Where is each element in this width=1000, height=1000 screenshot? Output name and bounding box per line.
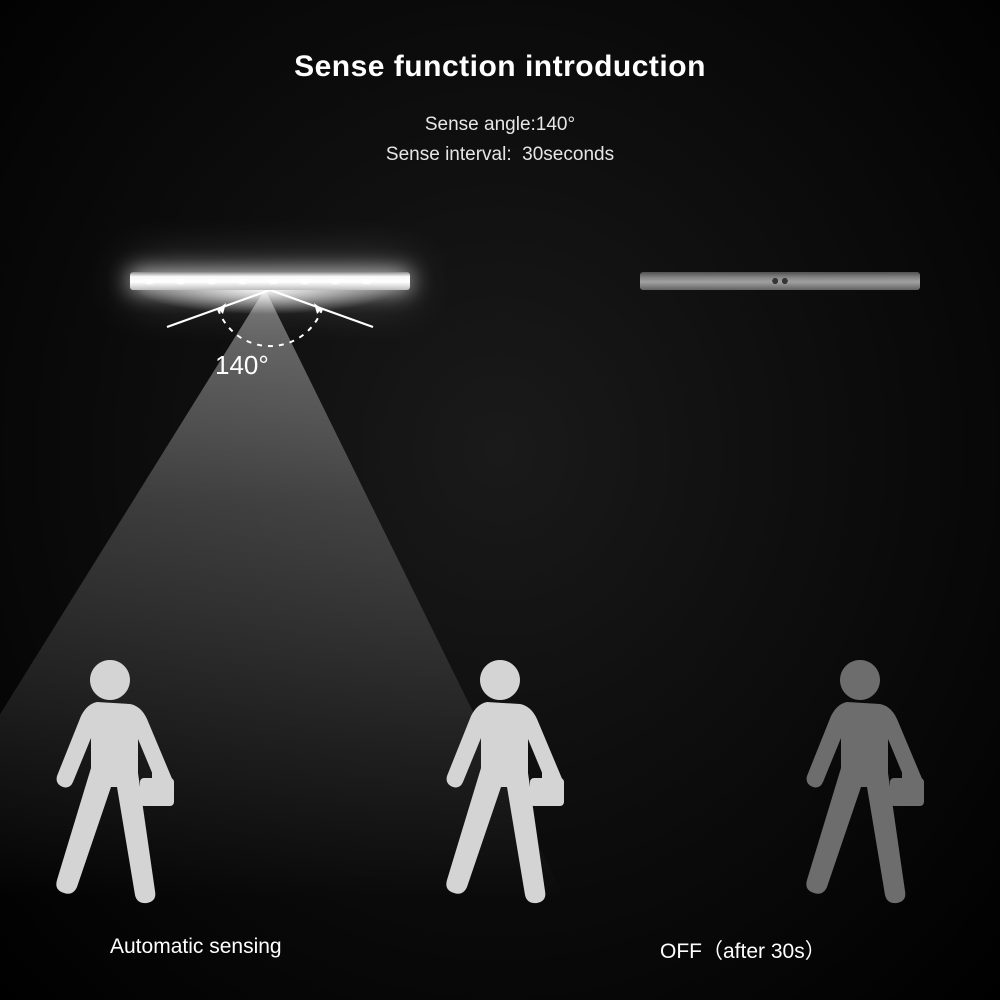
led-bar-on <box>130 272 410 290</box>
angle-label: 140° <box>215 350 269 381</box>
spec-angle-label: Sense angle: <box>425 114 536 135</box>
person-lit-1 <box>40 660 180 910</box>
caption-off: OFF（after 30s） <box>660 935 826 965</box>
spec-angle-value: 140° <box>536 114 575 135</box>
person-lit-2 <box>430 660 570 910</box>
specs-block: Sense angle:140° Sense interval: 30secon… <box>0 110 1000 171</box>
person-dark <box>790 660 930 910</box>
caption-automatic-sensing: Automatic sensing <box>110 935 282 959</box>
infographic-canvas: Sense function introduction Sense angle:… <box>0 0 1000 1000</box>
led-bar-off <box>640 272 920 290</box>
spec-interval-label: Sense interval: <box>386 144 512 165</box>
page-title: Sense function introduction <box>0 50 1000 84</box>
spec-interval-value: 30seconds <box>522 144 614 165</box>
